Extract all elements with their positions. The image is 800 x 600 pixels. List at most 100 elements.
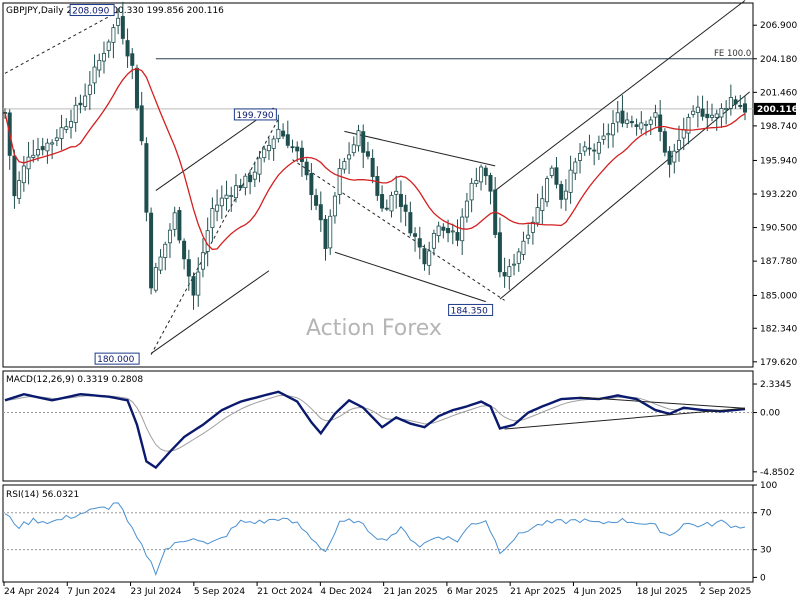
candle-body xyxy=(229,195,234,197)
candle-body xyxy=(606,133,611,136)
candle-body xyxy=(172,212,177,230)
candle-body xyxy=(186,259,191,277)
candle-body xyxy=(549,167,554,176)
price-panel-frame xyxy=(2,2,754,368)
price-tick-label: 185.000 xyxy=(760,291,797,301)
candle-body xyxy=(441,226,446,231)
candle-body xyxy=(314,195,319,206)
candle-body xyxy=(488,175,493,192)
chart-header: GBPJPY,Daily 200.115 200.330 199.856 200… xyxy=(6,6,224,16)
candle-body xyxy=(413,233,418,237)
candle-body xyxy=(483,167,488,177)
candle-body xyxy=(672,150,677,163)
candle-body xyxy=(662,131,667,153)
candle-body xyxy=(64,126,69,130)
candle-body xyxy=(648,119,653,125)
candle-body xyxy=(653,112,658,118)
price-tick-label: 182.340 xyxy=(760,324,797,334)
candle-body xyxy=(68,121,73,128)
candle-body xyxy=(554,167,559,185)
candle-body xyxy=(120,16,125,39)
price-tick-label: 187.780 xyxy=(760,257,797,267)
date-tick-label: 4 Dec 2024 xyxy=(320,587,372,597)
price-tick-label: 190.500 xyxy=(760,224,797,234)
price-tick-label: 198.740 xyxy=(760,122,797,132)
candle-body xyxy=(446,227,451,234)
candle-body xyxy=(281,130,286,137)
candle-body xyxy=(695,106,700,113)
candle-body xyxy=(233,185,238,199)
candle-body xyxy=(521,240,526,255)
date-tick-label: 7 Jun 2024 xyxy=(67,587,116,597)
candle-body xyxy=(469,182,474,201)
rsi-tick-label: 30 xyxy=(760,546,772,556)
candle-body xyxy=(370,157,375,177)
candle-body xyxy=(149,212,154,289)
candle-body xyxy=(380,194,385,209)
candle-body xyxy=(196,271,201,296)
candle-body xyxy=(351,144,356,154)
candle-body xyxy=(17,180,22,199)
candle-body xyxy=(615,112,620,123)
candle-body xyxy=(667,150,672,165)
trendline xyxy=(344,130,496,167)
date-tick-label: 24 Apr 2024 xyxy=(4,587,60,597)
price-tick-label: 179.620 xyxy=(760,358,797,368)
trendline xyxy=(150,118,279,355)
candle-body xyxy=(257,157,262,175)
candle-body xyxy=(526,234,531,239)
candle-body xyxy=(285,134,290,146)
candle-body xyxy=(464,200,469,218)
candle-body xyxy=(681,129,686,139)
candle-body xyxy=(601,135,606,140)
candle-body xyxy=(365,151,370,157)
macd-panel-frame xyxy=(2,370,754,482)
candle-body xyxy=(243,175,248,189)
candle-body xyxy=(21,165,26,184)
macd-trendline xyxy=(504,407,746,430)
candle-body xyxy=(31,154,36,158)
candle-body xyxy=(158,256,163,271)
candle-body xyxy=(215,204,220,212)
candle-body xyxy=(318,204,323,221)
candle-body xyxy=(295,146,300,152)
candle-body xyxy=(512,263,517,266)
rsi-panel-frame xyxy=(2,484,754,583)
watermark: Action Forex xyxy=(306,316,442,341)
candle-body xyxy=(252,171,257,180)
price-annotation-box xyxy=(94,352,140,365)
candle-body xyxy=(45,142,50,152)
last-price-box xyxy=(754,102,796,115)
ma-path xyxy=(4,68,746,251)
price-annotation-box xyxy=(233,108,277,121)
candle-body xyxy=(625,119,630,124)
macd-signal-line xyxy=(4,394,746,452)
candle-body xyxy=(134,67,139,109)
price-annotation-box xyxy=(448,303,494,316)
candle-body xyxy=(582,146,587,152)
candle-body xyxy=(238,185,243,189)
candle-body xyxy=(611,123,616,136)
candle-body xyxy=(182,240,187,260)
candle-body xyxy=(516,251,521,264)
candle-body xyxy=(705,113,710,119)
macd-label: MACD(12,26,9) 0.3319 0.2808 xyxy=(6,375,143,385)
candle-body xyxy=(743,103,748,113)
candle-body xyxy=(163,243,168,258)
candle-body xyxy=(73,104,78,124)
price-annotations: 208.090 199.790 180.000 184.350 xyxy=(69,4,494,365)
candle-body xyxy=(394,190,399,195)
price-annotation-label: 180.000 xyxy=(97,355,134,365)
candle-body xyxy=(427,250,432,266)
macd-tick-label: 2.3345 xyxy=(760,380,792,390)
price-tick-label: 195.940 xyxy=(760,156,797,166)
candle-body xyxy=(530,221,535,233)
candle-body xyxy=(417,238,422,248)
candle-body xyxy=(276,128,281,140)
price-tick-label: 204.180 xyxy=(760,55,797,65)
candle-body xyxy=(545,178,550,203)
candle-body xyxy=(290,146,295,149)
macd-main-line xyxy=(4,390,746,470)
candle-body xyxy=(422,248,427,265)
trendline xyxy=(292,159,505,301)
